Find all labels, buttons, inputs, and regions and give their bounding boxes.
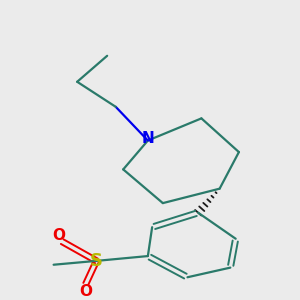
Text: S: S — [90, 252, 103, 270]
Text: O: O — [52, 228, 65, 243]
Text: N: N — [142, 131, 154, 146]
Text: O: O — [79, 284, 92, 299]
